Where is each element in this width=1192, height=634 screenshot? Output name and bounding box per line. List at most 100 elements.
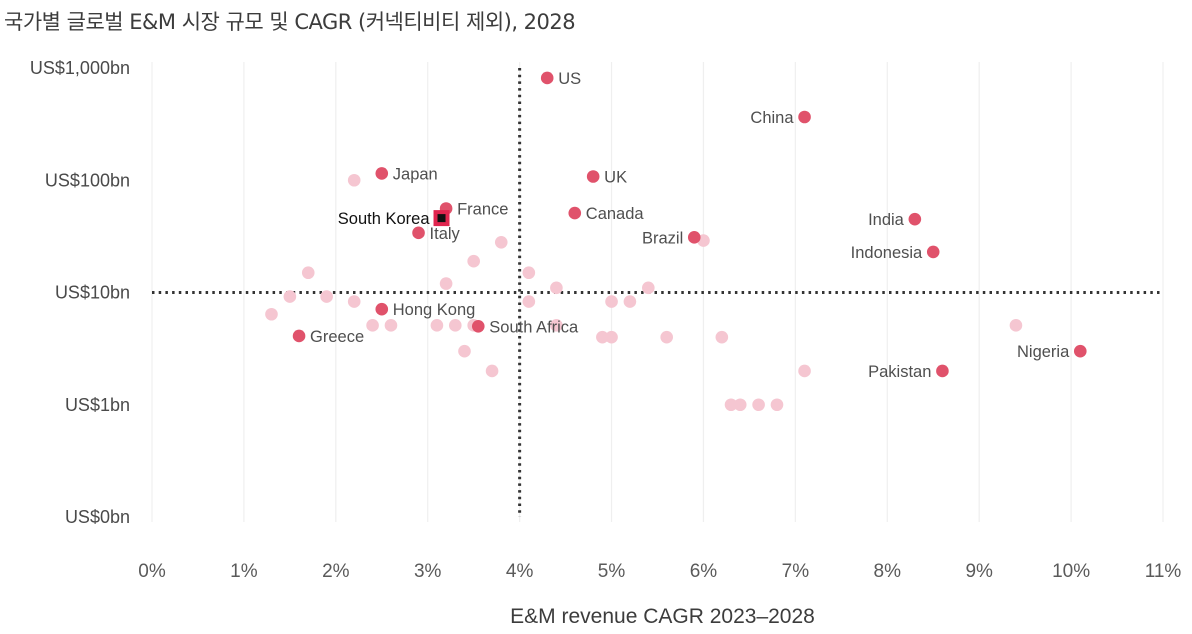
data-point-label: Indonesia bbox=[851, 244, 923, 262]
data-point-muted bbox=[724, 398, 738, 412]
data-point-muted bbox=[642, 281, 655, 295]
chart-title: 국가별 글로벌 E&M 시장 규모 및 CAGR (커넥티비티 제외), 202… bbox=[4, 10, 576, 34]
data-point-muted bbox=[798, 364, 811, 378]
data-point-muted bbox=[550, 319, 563, 332]
data-point-marker bbox=[375, 167, 389, 180]
data-point-muted bbox=[458, 344, 471, 358]
x-tick-label: 11% bbox=[1145, 561, 1182, 582]
y-tick-label: US$10bn bbox=[55, 283, 130, 303]
data-point-marker bbox=[568, 206, 582, 220]
data-point-muted bbox=[347, 173, 361, 187]
x-tick-label: 7% bbox=[782, 561, 810, 582]
data-point-china: China bbox=[750, 109, 811, 127]
data-point-marker bbox=[292, 329, 306, 343]
data-point-marker bbox=[1073, 344, 1087, 358]
data-point-marker bbox=[687, 231, 701, 244]
data-point-japan: Japan bbox=[375, 165, 438, 183]
data-point-marker bbox=[540, 71, 554, 85]
data-point-muted bbox=[449, 319, 462, 332]
data-point-south-korea: South Korea bbox=[338, 210, 450, 228]
data-point-muted bbox=[384, 319, 398, 332]
data-point-marker bbox=[908, 212, 922, 226]
data-point-muted bbox=[366, 319, 379, 332]
data-point-muted bbox=[347, 295, 361, 308]
x-tick-label: 0% bbox=[138, 561, 166, 582]
data-point-label: China bbox=[750, 109, 794, 127]
x-tick-label: 1% bbox=[230, 561, 258, 582]
data-point-greece: Greece bbox=[292, 328, 364, 346]
data-point-muted bbox=[522, 295, 536, 308]
data-point-muted bbox=[733, 398, 747, 412]
data-point-label: India bbox=[868, 211, 905, 229]
data-point-marker bbox=[586, 170, 600, 183]
x-tick-label: 4% bbox=[506, 561, 534, 582]
data-point-brazil: Brazil bbox=[642, 229, 701, 247]
data-point-muted bbox=[605, 330, 618, 344]
data-point-indonesia: Indonesia bbox=[851, 244, 940, 262]
y-tick-label: US$1,000bn bbox=[30, 58, 130, 78]
data-point-muted bbox=[485, 364, 499, 378]
data-point-label: Nigeria bbox=[1017, 343, 1070, 361]
data-point-hong-kong: Hong Kong bbox=[375, 301, 475, 319]
data-point-label: Greece bbox=[310, 328, 364, 346]
x-tick-label: 5% bbox=[598, 561, 626, 582]
data-point-muted bbox=[605, 295, 618, 308]
y-tick-label: US$100bn bbox=[45, 170, 130, 190]
x-axis-ticks: 0% 1% 2% 3% 4% 5% 6% 7% 8% 9% 10% 11% bbox=[138, 561, 1181, 582]
data-point-marker bbox=[375, 302, 389, 316]
data-point-label: Brazil bbox=[642, 229, 683, 247]
data-point-label: Japan bbox=[393, 165, 438, 183]
data-point-india: India bbox=[868, 211, 922, 229]
data-point-label: Italy bbox=[430, 225, 461, 243]
x-tick-label: 2% bbox=[322, 561, 350, 582]
x-tick-label: 3% bbox=[414, 561, 442, 582]
data-point-muted bbox=[623, 295, 637, 308]
x-axis-label: E&M revenue CAGR 2023–2028 bbox=[510, 605, 815, 628]
highlight-marker-inner bbox=[437, 214, 446, 223]
data-point-pakistan: Pakistan bbox=[868, 363, 949, 381]
data-point-muted bbox=[283, 290, 297, 303]
x-tick-label: 10% bbox=[1052, 561, 1090, 582]
data-point-france: France bbox=[439, 201, 508, 219]
y-tick-label: US$0bn bbox=[65, 507, 130, 527]
data-point-marker bbox=[412, 226, 425, 240]
data-point-label: South Korea bbox=[338, 210, 431, 228]
data-point-muted bbox=[265, 307, 278, 321]
data-point-muted bbox=[430, 319, 444, 332]
reference-lines bbox=[152, 68, 1163, 517]
data-point-muted bbox=[320, 290, 333, 303]
data-point-muted bbox=[439, 277, 453, 290]
data-point-marker bbox=[798, 110, 811, 124]
data-point-muted bbox=[715, 330, 729, 344]
data-point-marker bbox=[936, 364, 949, 378]
y-tick-label: US$1bn bbox=[65, 395, 130, 415]
x-tick-label: 8% bbox=[874, 561, 902, 582]
data-point-label: UK bbox=[604, 168, 627, 186]
data-point-muted bbox=[596, 330, 609, 344]
data-point-italy: Italy bbox=[412, 225, 461, 243]
data-point-label: Canada bbox=[586, 205, 645, 223]
data-point-label: Hong Kong bbox=[393, 301, 476, 319]
data-point-muted bbox=[660, 330, 673, 344]
x-tick-label: 6% bbox=[690, 561, 718, 582]
data-point-canada: Canada bbox=[568, 205, 644, 223]
data-point-nigeria: Nigeria bbox=[1017, 343, 1087, 361]
data-point-muted bbox=[752, 398, 765, 412]
data-point-muted bbox=[522, 266, 536, 280]
data-point-muted bbox=[550, 281, 563, 295]
data-point-south-africa: South Africa bbox=[471, 318, 579, 336]
data-point-label: South Africa bbox=[489, 318, 579, 336]
data-point-label: US bbox=[558, 70, 581, 88]
data-point-muted bbox=[467, 254, 480, 268]
data-point-uk: UK bbox=[586, 168, 627, 186]
data-point-label: Pakistan bbox=[868, 363, 931, 381]
data-point-label: France bbox=[457, 201, 508, 219]
data-point-muted bbox=[301, 266, 315, 280]
x-tick-label: 9% bbox=[965, 561, 993, 582]
y-axis-ticks: US$1,000bn US$100bn US$10bn US$1bn US$0bn bbox=[30, 58, 130, 527]
data-point-muted bbox=[494, 236, 508, 249]
data-point-marker bbox=[471, 319, 485, 333]
data-point-muted bbox=[1009, 319, 1023, 332]
data-point-us: US bbox=[540, 70, 581, 88]
